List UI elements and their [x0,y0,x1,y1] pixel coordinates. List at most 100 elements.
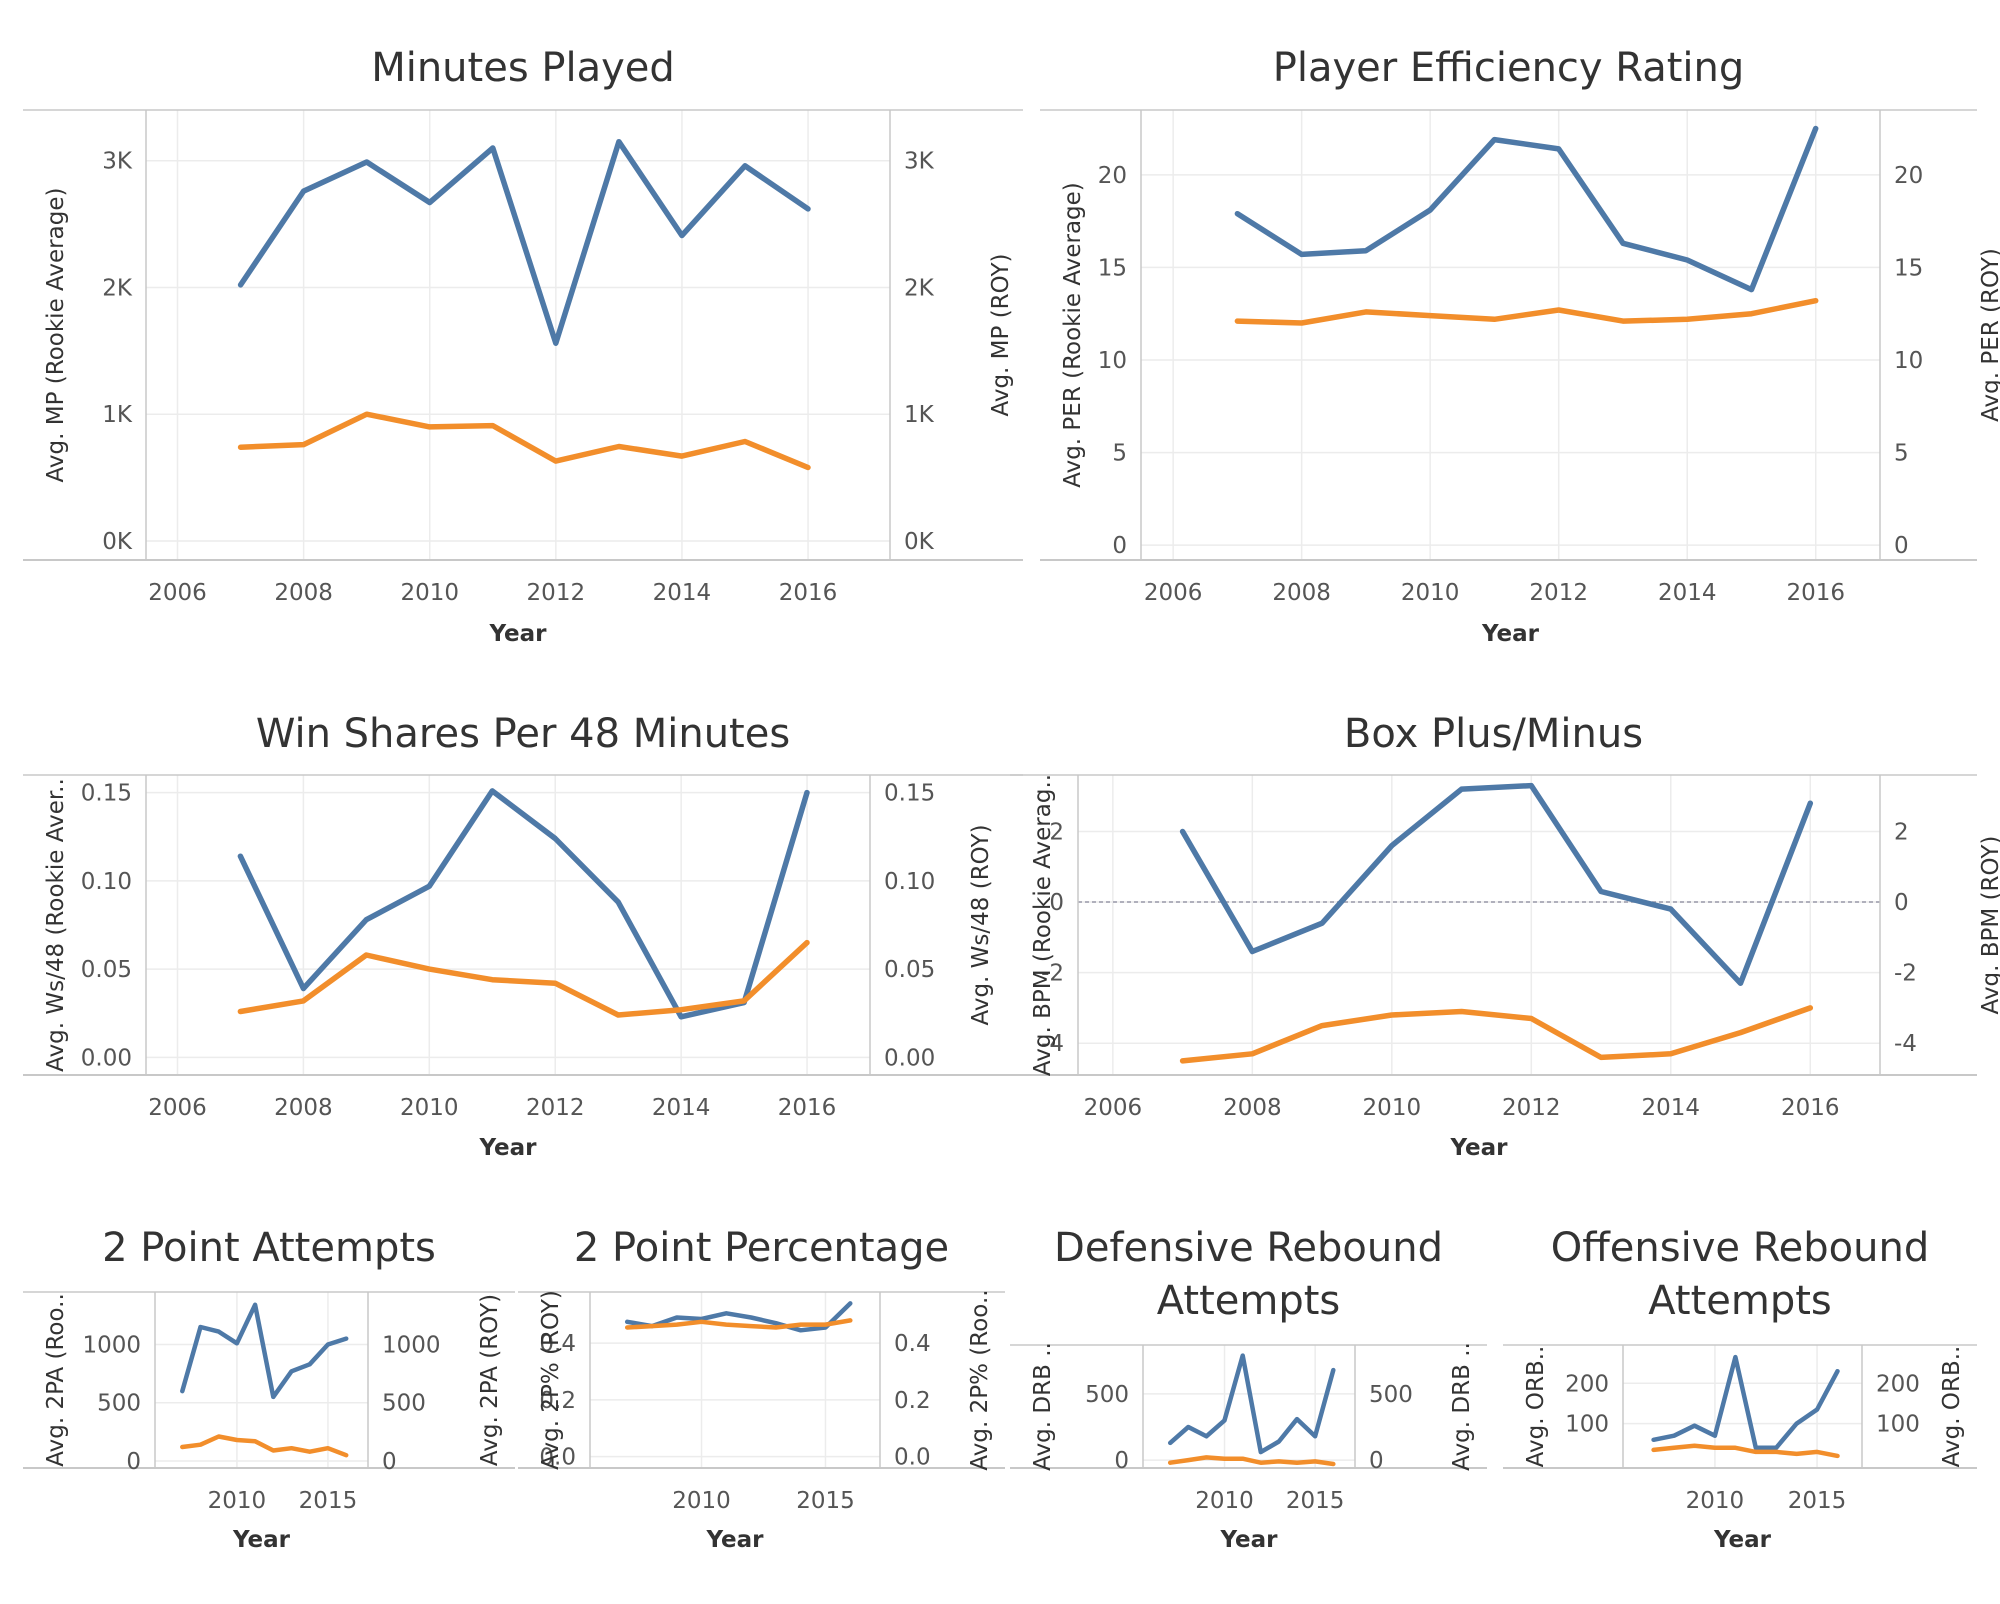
y-tick-label-left: -4 [1041,1031,1064,1057]
y-tick-label-right: 2 [1894,819,1909,845]
series-line-roy [1179,782,1814,986]
x-tick-label: 2010 [1363,1095,1422,1121]
y-tick-label-left: 2 [1049,819,1064,845]
y-tick-label-left: 0.2 [539,1388,576,1414]
x-tick-label: 2006 [1084,1095,1143,1121]
y-tick-label-right: 0 [1894,890,1909,916]
y-tick-label-left: 10 [1098,348,1127,374]
x-tick-label: 2010 [1401,580,1460,606]
x-tick-label: 2008 [1272,580,1331,606]
y-tick-label-left: -2 [1041,961,1064,987]
x-tick-label: 2014 [1658,580,1717,606]
y-tick-label-left: 200 [1565,1371,1609,1397]
y-tick-label-left: 3K [102,149,133,175]
y-tick-label-left: 0 [1049,890,1064,916]
y-tick-label-right: 2K [904,275,935,301]
y-axis-title-right: Avg. 2P% (Roo.. [967,1289,993,1470]
y-tick-label-right: 500 [382,1391,426,1417]
chart-title: Player Efficiency Rating [1273,45,1745,91]
y-axis-title-left: Avg. 2P% (ROY) [538,1290,564,1470]
y-axis-title-left: Avg. PER (Rookie Average) [1060,182,1086,488]
y-tick-label-left: 0K [102,529,133,555]
series-line-rookie-average [1179,1005,1814,1064]
chart-title: Attempts [1157,1278,1341,1324]
chart-title: Offensive Rebound [1551,1225,1930,1271]
y-tick-label-left: 2K [102,275,133,301]
y-tick-label-right: 0.15 [884,781,935,807]
y-tick-label-right: 0.2 [894,1388,931,1414]
y-tick-label-left: 1K [102,402,133,428]
x-tick-label: 2010 [1195,1488,1254,1514]
y-tick-label-right: 0 [1894,533,1909,559]
y-axis-title-left: Avg. MP (Rookie Average) [43,188,69,483]
x-tick-label: 2008 [1223,1095,1282,1121]
y-tick-label-right: -4 [1894,1031,1917,1057]
x-axis-title: Year [478,1135,537,1161]
series-line-rookie-average [237,411,811,471]
x-axis-title: Year [1449,1135,1508,1161]
chart-title: 2 Point Percentage [574,1225,949,1271]
x-tick-label: 2012 [1502,1095,1561,1121]
x-tick-label: 2008 [274,580,333,606]
y-tick-label-right: 100 [1876,1412,1920,1438]
y-tick-label-right: 10 [1894,348,1923,374]
x-tick-label: 2015 [1286,1488,1345,1514]
x-tick-label: 2014 [1642,1095,1701,1121]
x-axis-title: Year [705,1527,764,1553]
chart-title: Win Shares Per 48 Minutes [256,711,790,757]
y-axis-title-right: Avg. 2PA (ROY) [477,1294,503,1466]
y-tick-label-left: 5 [1112,441,1127,467]
x-tick-label: 2016 [779,580,838,606]
y-tick-label-left: 20 [1098,163,1127,189]
x-tick-label: 2012 [527,580,586,606]
x-tick-label: 2014 [652,1095,711,1121]
chart-title: Defensive Rebound [1054,1225,1443,1271]
y-tick-label-left: 0 [1112,533,1127,559]
y-tick-label-right: 0K [904,529,935,555]
y-tick-label-right: 0 [1369,1448,1384,1474]
y-tick-label-right: 15 [1894,255,1923,281]
chart-panel-3: Win Shares Per 48 Minutes 0.00 0.00 0.05 0.0… [23,711,1023,1161]
y-tick-label-left: 0 [1114,1448,1129,1474]
x-tick-label: 2012 [526,1095,585,1121]
x-tick-label: 2015 [1788,1488,1847,1514]
y-tick-label-left: 500 [97,1391,141,1417]
y-tick-label-right: 0.05 [884,957,935,983]
x-axis-title: Year [1481,621,1540,647]
y-tick-label-left: 1000 [82,1332,141,1358]
y-tick-label-left: 15 [1098,255,1127,281]
y-axis-title-left: Avg. Ws/48 (Rookie Aver.. [43,778,69,1072]
y-tick-label-right: 200 [1876,1371,1920,1397]
y-tick-label-right: 0.10 [884,869,935,895]
y-axis-title-right: Avg. PER (ROY) [1978,248,2000,422]
y-tick-label-right: 5 [1894,441,1909,467]
y-tick-label-right: 1K [904,402,935,428]
series-line-roy [237,138,811,346]
y-tick-label-right: 0.4 [894,1331,931,1357]
chart-title: 2 Point Attempts [102,1225,436,1271]
x-tick-label: 2014 [653,580,712,606]
y-axis-title-left: Avg. ORB.. [1523,1346,1549,1468]
x-axis-title: Year [488,621,547,647]
x-tick-label: 2015 [796,1488,855,1514]
series-line-rookie-average [1167,1455,1336,1467]
series-line-roy [1167,1353,1336,1455]
series-line-rookie-average [237,939,810,1018]
y-tick-label-left: 0.00 [81,1045,132,1071]
y-tick-label-right: 0.00 [884,1045,935,1071]
chart-panel-4: Box Plus/Minus -4 -4 -2 -2 0 0 2 2 2006 2008 2010 20… [1010,711,2000,1161]
y-tick-label-left: 0.10 [81,869,132,895]
x-tick-label: 2010 [672,1488,731,1514]
chart-panel-8: Offensive Rebound Attempts 100 100 200 200 201… [1503,1225,1977,1553]
x-tick-label: 2008 [274,1095,333,1121]
series-line-roy [180,1302,349,1400]
y-tick-label-right: 3K [904,149,935,175]
y-tick-label-left: 0.15 [81,781,132,807]
chart-panel-2: Player Efficiency Rating 0 0 5 5 10 10 15 15 20 20… [1040,45,2000,647]
y-axis-title-left: Avg. BPM (Rookie Averag.. [1030,774,1056,1076]
series-line-rookie-average [180,1434,349,1458]
x-tick-label: 2006 [148,580,207,606]
chart-title: Box Plus/Minus [1344,711,1643,757]
